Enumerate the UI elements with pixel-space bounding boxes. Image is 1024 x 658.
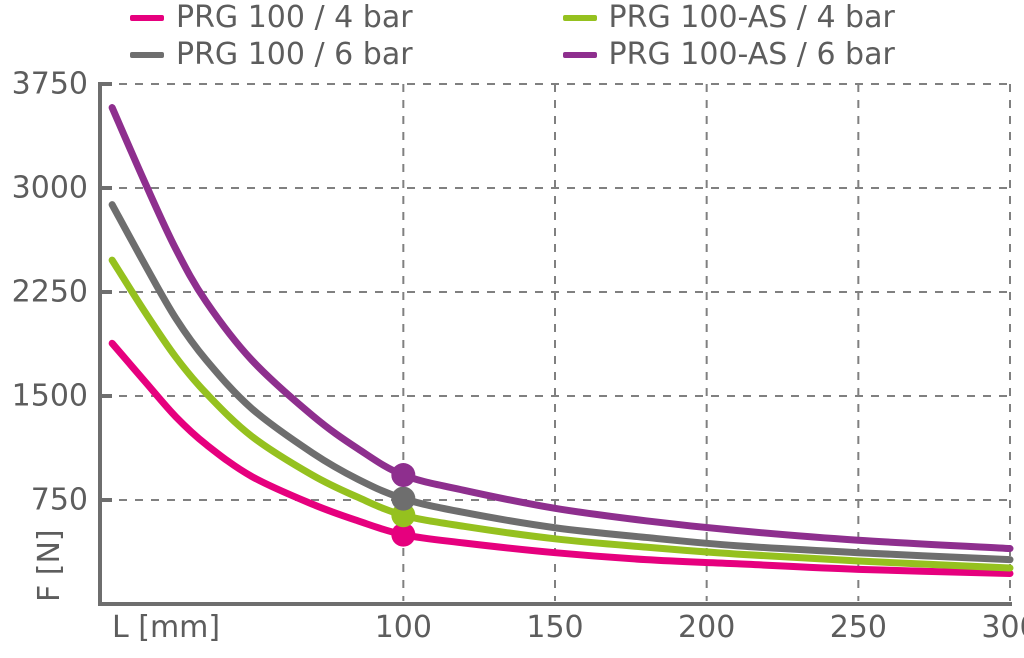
y-tick-label: 3000 [0,171,88,206]
chart-svg [0,74,1024,654]
legend-label: PRG 100 / 4 bar [176,0,413,35]
legend-label: PRG 100 / 6 bar [176,37,413,72]
y-tick-label: 750 [0,483,88,518]
legend-swatch [130,52,164,58]
y-tick-label: 1500 [0,379,88,414]
legend-item: PRG 100 / 4 bar [130,0,413,35]
x-tick-label: 300 [981,610,1024,645]
y-axis-label: F [N] [32,529,67,602]
x-tick-label: 150 [526,610,583,645]
legend: PRG 100 / 4 bar PRG 100-AS / 4 bar PRG 1… [130,0,895,72]
y-tick-label: 3750 [0,67,88,102]
legend-swatch [563,15,597,21]
chart: 750 1500 2250 3000 3750 100 150 200 250 … [0,74,1024,654]
x-axis-label: L [mm] [112,610,220,645]
legend-item: PRG 100-AS / 4 bar [563,0,895,35]
legend-swatch [563,52,597,58]
legend-item: PRG 100-AS / 6 bar [563,37,895,72]
legend-swatch [130,15,164,21]
y-tick-label: 2250 [0,275,88,310]
x-tick-label: 200 [678,610,735,645]
legend-label: PRG 100-AS / 6 bar [609,37,895,72]
x-tick-label: 100 [375,610,432,645]
x-tick-label: 250 [830,610,887,645]
legend-item: PRG 100 / 6 bar [130,37,413,72]
legend-label: PRG 100-AS / 4 bar [609,0,895,35]
